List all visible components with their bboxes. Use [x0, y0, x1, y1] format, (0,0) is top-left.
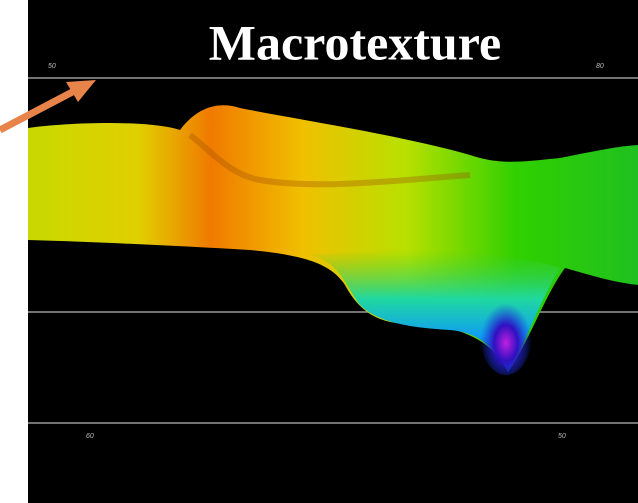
- title: Macrotexture: [209, 14, 501, 70]
- page: Macrotexture 50 80 60 50 (() => { const …: [0, 0, 638, 503]
- axis-label: 80: [596, 63, 604, 70]
- axis-label: 60: [86, 433, 94, 440]
- axis-label: 50: [48, 63, 56, 70]
- surface-pit: [480, 295, 532, 375]
- visualization: Macrotexture 50 80 60 50: [0, 0, 638, 503]
- axis-label: 50: [558, 433, 566, 440]
